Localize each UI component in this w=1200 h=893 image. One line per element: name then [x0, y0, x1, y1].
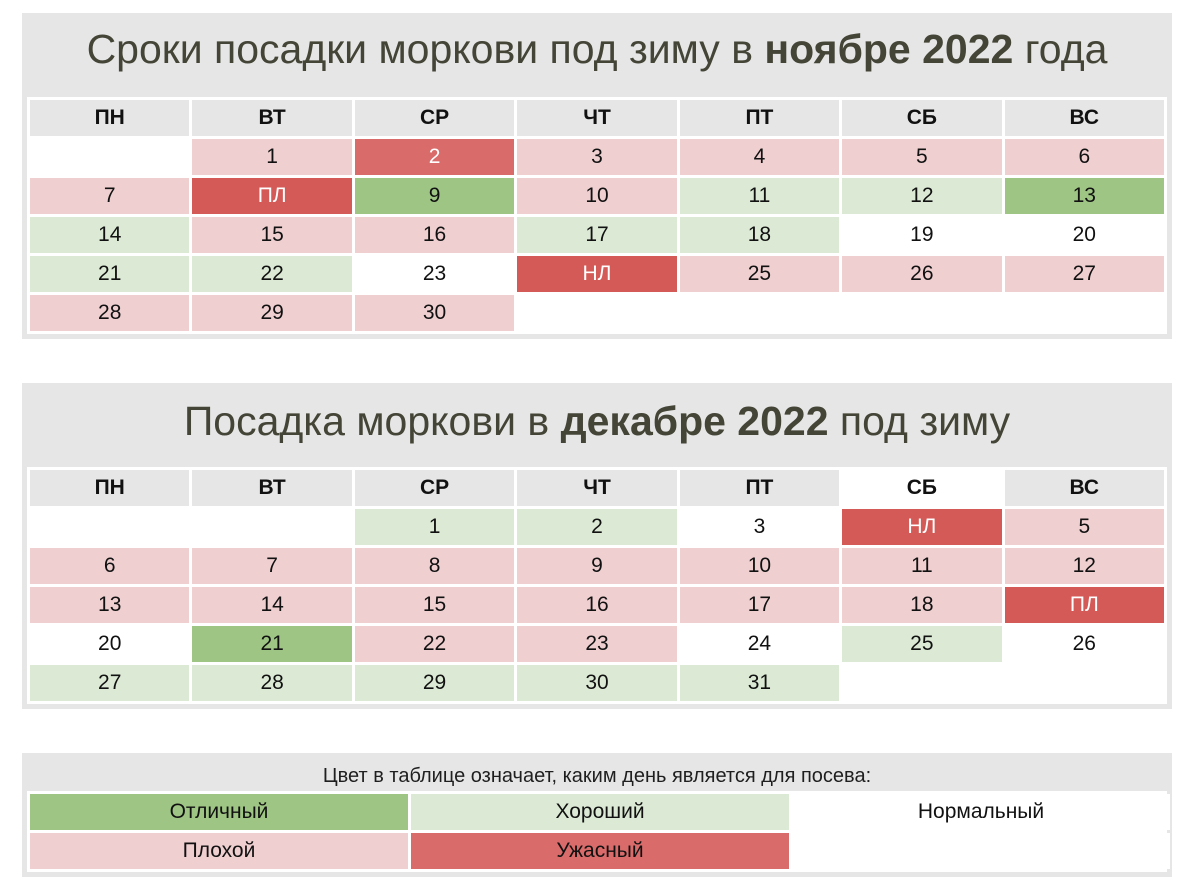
day-cell: 10: [517, 178, 677, 214]
day-cell: 21: [192, 626, 352, 662]
day-cell: 19: [842, 217, 1002, 253]
day-cell: 26: [842, 256, 1002, 292]
day-cell: 14: [192, 587, 352, 623]
day-cell: 17: [679, 587, 840, 623]
day-cell: 22: [192, 256, 352, 292]
day-cell: 24: [679, 626, 840, 662]
day-cell: 3: [679, 509, 840, 545]
day-cell: 25: [679, 256, 840, 292]
weekday-header: СБ: [842, 470, 1002, 506]
day-cell: НЛ: [842, 509, 1002, 545]
day-cell: 6: [1004, 139, 1164, 175]
empty-day-cell: [842, 295, 1002, 331]
weekday-header: ВТ: [192, 100, 352, 136]
day-cell: 29: [192, 295, 352, 331]
legend-empty-cell: [792, 833, 1170, 869]
weekday-header: СР: [354, 100, 515, 136]
day-cell: 15: [192, 217, 352, 253]
december-calendar-panel: Посадка моркови в декабре 2022 под зиму …: [22, 383, 1172, 709]
day-cell: 5: [1004, 509, 1164, 545]
december-title: Посадка моркови в декабре 2022 под зиму: [183, 398, 1011, 444]
legend-item: Хороший: [411, 794, 789, 830]
day-cell: 2: [354, 139, 515, 175]
day-cell: 1: [192, 139, 352, 175]
day-cell: 11: [842, 548, 1002, 584]
day-cell: 30: [517, 665, 677, 701]
legend-title: Цвет в таблице означает, каким день явля…: [322, 765, 872, 787]
day-cell: 28: [30, 295, 190, 331]
empty-day-cell: [842, 665, 1002, 701]
legend-item: Ужасный: [411, 833, 789, 869]
empty-day-cell: [192, 509, 352, 545]
day-cell: 7: [192, 548, 352, 584]
day-cell: 27: [1004, 256, 1164, 292]
day-cell: 17: [517, 217, 677, 253]
day-cell: 4: [679, 139, 840, 175]
legend-item: Отличный: [30, 794, 408, 830]
day-cell: 10: [679, 548, 840, 584]
day-cell: 1: [354, 509, 515, 545]
day-cell: 13: [30, 587, 190, 623]
november-calendar-panel: Сроки посадки моркови под зиму в ноябре …: [22, 13, 1172, 339]
empty-day-cell: [30, 509, 190, 545]
day-cell: 31: [679, 665, 840, 701]
empty-day-cell: [679, 295, 840, 331]
day-cell: ПЛ: [1004, 587, 1164, 623]
weekday-header: ПН: [30, 470, 190, 506]
day-cell: 29: [354, 665, 515, 701]
day-cell: 20: [30, 626, 190, 662]
day-cell: 8: [354, 548, 515, 584]
weekday-header: СР: [354, 470, 515, 506]
weekday-header: ВТ: [192, 470, 352, 506]
day-cell: 3: [517, 139, 677, 175]
day-cell: 18: [679, 217, 840, 253]
legend-item: Плохой: [30, 833, 408, 869]
weekday-header: ПН: [30, 100, 190, 136]
day-cell: 6: [30, 548, 190, 584]
day-cell: 12: [1004, 548, 1164, 584]
empty-day-cell: [517, 295, 677, 331]
weekday-header: ПТ: [679, 470, 840, 506]
day-cell: 27: [30, 665, 190, 701]
day-cell: 12: [842, 178, 1002, 214]
day-cell: 13: [1004, 178, 1164, 214]
day-cell: 16: [354, 217, 515, 253]
day-cell: 23: [517, 626, 677, 662]
november-calendar-grid: ПН ВТ СР ЧТ ПТ СБ ВС 1 2 3 4 5 6 7 ПЛ 9 10 11 12 13 14 15 16 17…: [27, 97, 1167, 334]
day-cell: ПЛ: [192, 178, 352, 214]
weekday-header: ПТ: [679, 100, 840, 136]
day-cell: 11: [679, 178, 840, 214]
day-cell: 30: [354, 295, 515, 331]
day-cell: 5: [842, 139, 1002, 175]
weekday-header: СБ: [842, 100, 1002, 136]
day-cell: 20: [1004, 217, 1164, 253]
day-cell: 15: [354, 587, 515, 623]
day-cell: 18: [842, 587, 1002, 623]
day-cell: 23: [354, 256, 515, 292]
day-cell: 2: [517, 509, 677, 545]
weekday-header: ВС: [1004, 470, 1164, 506]
december-calendar-grid: ПН ВТ СР ЧТ ПТ СБ ВС 1 2 3 НЛ 5 6 7 8 9 10 11 12 13 14 15 16 17…: [27, 467, 1167, 704]
weekday-header: ЧТ: [517, 470, 677, 506]
day-cell: 9: [354, 178, 515, 214]
empty-day-cell: [1004, 295, 1164, 331]
day-cell: 14: [30, 217, 190, 253]
day-cell: 7: [30, 178, 190, 214]
november-title: Сроки посадки моркови под зиму в ноябре …: [86, 26, 1108, 72]
legend-item: Нормальный: [792, 794, 1170, 830]
empty-day-cell: [1004, 665, 1164, 701]
empty-day-cell: [30, 139, 190, 175]
color-legend-panel: Цвет в таблице означает, каким день явля…: [22, 753, 1172, 877]
day-cell: 25: [842, 626, 1002, 662]
day-cell: 9: [517, 548, 677, 584]
legend-grid: Отличный Хороший Нормальный Плохой Ужасный: [27, 791, 1170, 872]
weekday-header: ВС: [1004, 100, 1164, 136]
day-cell: 28: [192, 665, 352, 701]
day-cell: 22: [354, 626, 515, 662]
weekday-header: ЧТ: [517, 100, 677, 136]
day-cell: НЛ: [517, 256, 677, 292]
day-cell: 26: [1004, 626, 1164, 662]
day-cell: 16: [517, 587, 677, 623]
day-cell: 21: [30, 256, 190, 292]
